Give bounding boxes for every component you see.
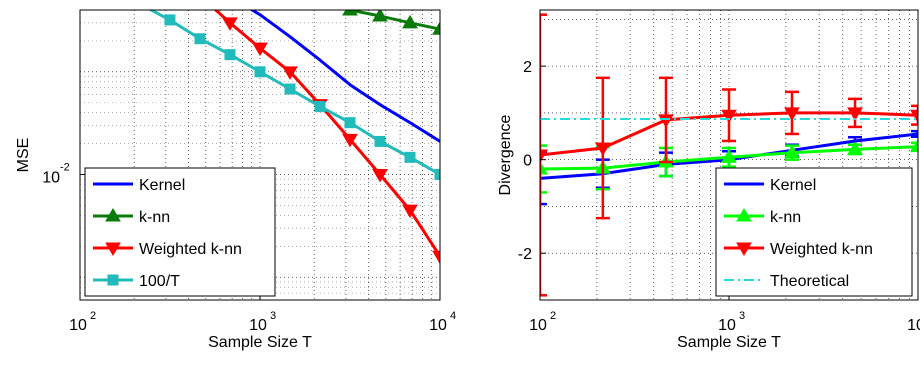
y-tick-label: 10 xyxy=(42,170,60,187)
data-point xyxy=(847,107,863,121)
data-point xyxy=(432,21,440,35)
x-tick-exponent: 3 xyxy=(270,310,276,322)
y-axis-title: MSE xyxy=(15,138,32,173)
legend-label: Kernel xyxy=(139,177,185,194)
legend-label: Kernel xyxy=(770,177,816,194)
legend-label: Theoretical xyxy=(770,273,849,290)
data-point xyxy=(372,10,388,22)
y-tick-exponent: -2 xyxy=(60,162,70,174)
x-tick-label: 10 xyxy=(907,317,920,334)
data-point xyxy=(594,142,611,156)
data-point xyxy=(910,138,918,153)
y-tick-label: 2 xyxy=(523,59,532,76)
data-point xyxy=(721,109,737,124)
data-point xyxy=(342,133,358,148)
legend-label: k-nn xyxy=(770,209,801,226)
data-point xyxy=(224,49,236,61)
x-tick-exponent: 2 xyxy=(550,310,556,322)
data-point xyxy=(432,250,440,265)
data-point xyxy=(402,204,418,219)
legend: Kernel k-nn Weighted k-nn 100/T xyxy=(84,167,276,297)
data-point xyxy=(540,149,548,163)
data-point xyxy=(135,0,145,9)
data-point xyxy=(222,17,238,31)
x-tick-exponent: 3 xyxy=(739,310,745,322)
data-point xyxy=(282,66,298,80)
legend-label: k-nn xyxy=(139,209,170,226)
data-point xyxy=(910,109,918,124)
legend-label: 100/T xyxy=(139,273,180,290)
legend-label: Weighted k-nn xyxy=(770,241,873,258)
data-point xyxy=(254,66,266,78)
x-axis-title: Sample Size T xyxy=(677,334,781,351)
data-point xyxy=(404,151,416,163)
x-tick-label: 10 xyxy=(529,317,547,334)
x-tick-exponent: 2 xyxy=(90,310,96,322)
x-tick-label: 10 xyxy=(429,317,447,334)
x-tick-label: 10 xyxy=(718,317,736,334)
data-point xyxy=(284,83,296,95)
series-group xyxy=(540,13,918,297)
data-point xyxy=(313,0,327,7)
series-group xyxy=(135,0,440,265)
data-point xyxy=(193,0,207,3)
series-line-kernel xyxy=(249,10,440,143)
data-point xyxy=(847,141,863,155)
data-point xyxy=(164,14,176,26)
data-point xyxy=(344,117,356,129)
legend-marker xyxy=(107,274,119,286)
data-point xyxy=(540,161,548,175)
data-point xyxy=(784,107,800,121)
x-axis-title: Sample Size T xyxy=(208,334,312,351)
data-point xyxy=(784,144,800,159)
legend-marker xyxy=(105,208,121,222)
y-axis-title: Divergence xyxy=(497,114,514,195)
data-point xyxy=(721,149,737,163)
data-point xyxy=(434,169,440,181)
legend: Kernel k-nn Weighted k-nn Theoretical xyxy=(715,167,913,297)
data-point xyxy=(372,169,388,183)
data-point xyxy=(194,33,206,45)
y-tick-label: 0 xyxy=(523,153,532,170)
legend-label: Weighted k-nn xyxy=(139,241,242,258)
legend-marker xyxy=(105,242,121,256)
legend-marker xyxy=(736,208,752,222)
data-point xyxy=(658,114,674,128)
data-point xyxy=(374,135,386,147)
data-point xyxy=(342,10,358,16)
data-point xyxy=(252,42,268,57)
x-tick-label: 10 xyxy=(249,317,267,334)
x-tick-exponent: 4 xyxy=(450,310,456,322)
y-tick-label: -2 xyxy=(518,246,532,263)
data-point xyxy=(402,14,418,29)
x-tick-label: 10 xyxy=(69,317,87,334)
data-point xyxy=(314,100,326,112)
legend-box xyxy=(715,167,913,297)
legend-marker xyxy=(736,242,752,256)
